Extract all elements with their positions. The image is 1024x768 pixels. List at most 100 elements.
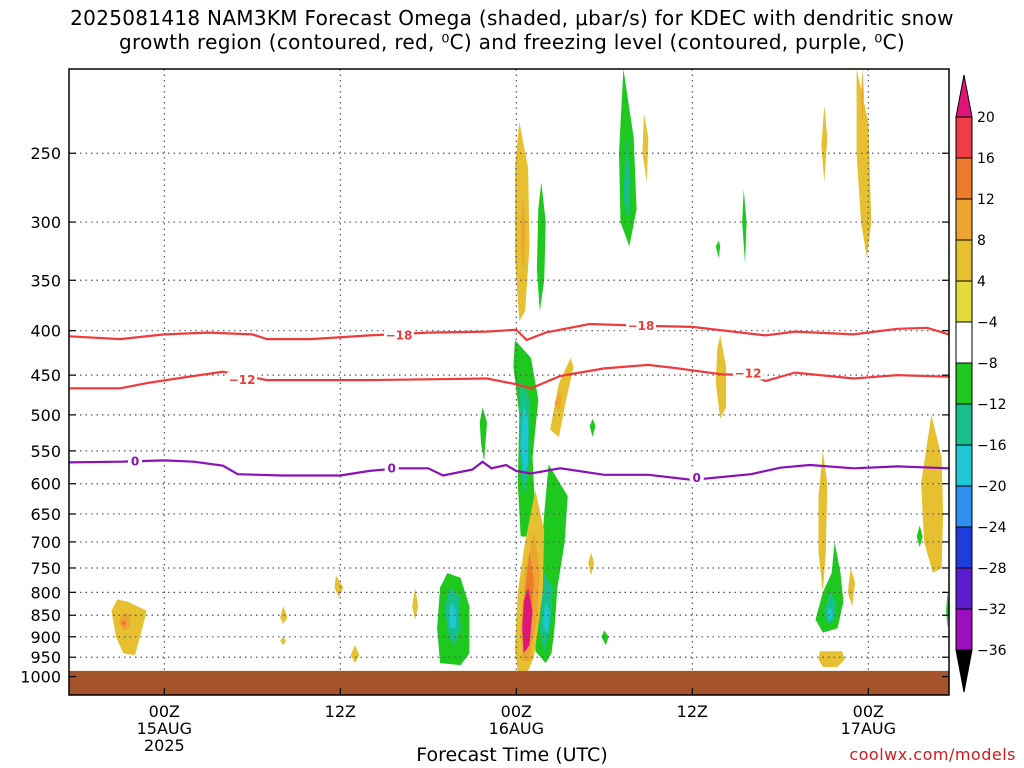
colorbar-box-7	[955, 403, 973, 446]
x-tick-label-0-0: 00Z	[149, 702, 180, 721]
colorbar-box-2	[955, 198, 973, 241]
omega-region-7	[412, 587, 419, 620]
colorbar-top-arrow	[955, 74, 973, 118]
colorbar-label-8: −16	[977, 438, 1007, 454]
omega-region-26	[554, 391, 562, 412]
omega-region-36	[821, 105, 828, 183]
y-tick-label-550: 550	[30, 442, 61, 461]
contour-line--18	[69, 322, 949, 342]
contour-line-0	[69, 459, 949, 482]
omega-region-43	[824, 592, 837, 624]
colorbar-box-1	[955, 157, 973, 200]
omega-shading	[111, 69, 949, 671]
contour-line--12	[69, 363, 949, 390]
y-tick-label-700: 700	[30, 533, 61, 552]
omega-region-31	[623, 137, 631, 223]
plot-frame	[68, 68, 950, 696]
omega-region-38	[861, 69, 864, 122]
omega-region-33	[715, 240, 721, 258]
credit-link[interactable]: coolwx.com/models	[849, 745, 1016, 764]
contour-label--12: −12	[735, 366, 762, 380]
contour-label-bg	[384, 460, 399, 475]
omega-region-40	[916, 525, 923, 548]
x-tick-label-0-1: 15AUG	[137, 719, 192, 738]
y-tick-label-350: 350	[30, 271, 61, 290]
colorbar-box-12	[955, 608, 973, 651]
colorbar-label-13: −36	[977, 643, 1007, 659]
contour-label--12: −12	[229, 373, 256, 387]
x-tick-label-1-0: 12Z	[325, 702, 356, 721]
contour-label-bg	[733, 365, 764, 380]
colorbar-box-11	[955, 567, 973, 610]
y-tick-label-250: 250	[30, 144, 61, 163]
x-tick-label-2-0: 00Z	[501, 702, 532, 721]
omega-region-17	[542, 601, 551, 633]
contour-label--18: −18	[628, 319, 655, 333]
contour-lines: −18 −18 −12 −12 0 0 0	[69, 317, 949, 485]
omega-region-37	[856, 69, 872, 258]
y-tick-label-900: 900	[30, 628, 61, 647]
omega-region-32	[642, 113, 649, 183]
omega-region-3	[334, 575, 344, 597]
colorbar-box-5	[955, 321, 973, 364]
y-tick-label-400: 400	[30, 322, 61, 341]
colorbar-label-1: 16	[977, 151, 995, 167]
omega-region-27	[589, 418, 596, 437]
omega-region-24	[536, 182, 546, 312]
omega-region-10	[448, 601, 457, 629]
y-tick-label-800: 800	[30, 583, 61, 602]
omega-region-25	[550, 358, 574, 437]
colorbar-label-4: 4	[977, 274, 986, 290]
contour-label-0: 0	[131, 455, 139, 469]
colorbar-label-7: −12	[977, 397, 1007, 413]
colorbar-box-6	[955, 362, 973, 405]
y-tick-label-950: 950	[30, 648, 61, 667]
colorbar-label-0: 20	[977, 110, 995, 126]
omega-region-35	[715, 335, 727, 419]
y-tick-label-1000: 1000	[20, 668, 61, 687]
colorbar-label-11: −28	[977, 561, 1007, 577]
omega-region-28	[588, 552, 595, 576]
colorbar-label-9: −20	[977, 479, 1007, 495]
omega-region-14	[520, 403, 529, 475]
contour-label-bg	[626, 317, 656, 332]
omega-region-11	[479, 407, 487, 461]
chart-title-line1: 2025081418 NAM3KM Forecast Omega (shaded…	[70, 6, 954, 30]
contour-label-bg	[689, 470, 704, 485]
colorbar-box-9	[955, 485, 973, 528]
contour-label-bg	[384, 327, 414, 342]
omega-region-2	[121, 620, 127, 627]
y-tick-label-650: 650	[30, 505, 61, 524]
omega-region-21	[522, 587, 533, 654]
contour-label-bg	[227, 372, 258, 387]
omega-region-34	[742, 189, 747, 264]
colorbar-label-10: −24	[977, 520, 1007, 536]
chart-title-line2: growth region (contoured, red, ⁰C) and f…	[119, 30, 905, 54]
contour-label-bg	[128, 453, 142, 468]
colorbar-box-3	[955, 239, 973, 282]
omega-region-5	[280, 636, 287, 646]
x-tick-label-4-1: 17AUG	[841, 719, 896, 738]
y-axis: 250 300 350 400 450 500 550 600 650 700 750 800 850 9…	[20, 144, 949, 687]
x-tick-label-3-0: 12Z	[677, 702, 708, 721]
omega-region-46	[818, 651, 845, 667]
colorbar-label-6: −8	[977, 356, 998, 372]
chart-title: 2025081418 NAM3KM Forecast Omega (shaded…	[0, 6, 1024, 54]
x-tick-label-0-2: 2025	[144, 736, 185, 755]
y-tick-label-750: 750	[30, 559, 61, 578]
colorbar-label-2: 12	[977, 192, 995, 208]
colorbar-label-3: 8	[977, 233, 986, 249]
x-tick-label-4-0: 00Z	[853, 702, 884, 721]
colorbar-bottom-arrow	[955, 649, 973, 693]
y-tick-label-450: 450	[30, 366, 61, 385]
colorbar-label-12: −32	[977, 602, 1007, 618]
omega-region-42	[815, 541, 844, 633]
colorbar-box-4	[955, 280, 973, 323]
omega-region-39	[921, 414, 944, 573]
contour-label--18: −18	[386, 328, 413, 342]
omega-region-23	[520, 196, 526, 270]
colorbar-box-8	[955, 444, 973, 487]
colorbar-label-5: −4	[977, 315, 998, 331]
